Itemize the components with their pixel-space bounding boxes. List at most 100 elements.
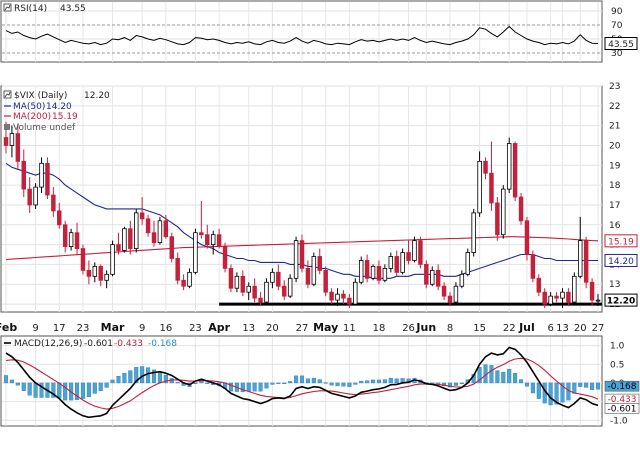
candle-body xyxy=(418,240,423,265)
macd-histogram-bar xyxy=(329,382,334,386)
candle-body xyxy=(370,266,376,279)
x-tick-label: Jun xyxy=(415,321,436,334)
price-tick-label: 19 xyxy=(609,161,621,171)
legend-volume-label: Volume undef xyxy=(13,123,76,133)
price-tick-label: 23 xyxy=(609,82,620,92)
macd-histogram-bar xyxy=(317,379,322,384)
macd-histogram-bar xyxy=(252,382,257,392)
macd-histogram-bar xyxy=(27,382,32,396)
candle-body xyxy=(299,240,305,269)
macd-histogram-bar xyxy=(63,382,68,401)
candle-body xyxy=(512,143,518,198)
rsi-tick-label: 30 xyxy=(611,49,623,59)
x-tick-label: 13 xyxy=(242,323,255,334)
macd-histogram-bar xyxy=(110,379,115,384)
candle-body xyxy=(424,264,429,285)
candle-body xyxy=(104,273,109,281)
candle-body xyxy=(45,162,50,196)
x-tick-label: Apr xyxy=(208,321,230,334)
x-tick-label: 18 xyxy=(373,323,386,334)
macd-histogram-bar xyxy=(507,368,512,384)
candle-body xyxy=(554,295,559,299)
macd-histogram-bar xyxy=(116,376,121,384)
macd-histogram-bar xyxy=(554,382,559,405)
candle-body xyxy=(495,202,500,236)
candle-body xyxy=(282,285,287,297)
candle-body xyxy=(80,248,86,271)
x-tick-label: 22 xyxy=(503,323,516,334)
macd-histogram-bar xyxy=(388,377,393,384)
macd-histogram-bar xyxy=(92,382,97,394)
x-tick-label: Mar xyxy=(101,321,125,334)
rsi-series xyxy=(5,25,599,46)
candle-body xyxy=(157,220,163,244)
candle-body xyxy=(228,267,234,289)
candle-body xyxy=(264,281,269,303)
candle-body xyxy=(566,291,571,303)
candle-body xyxy=(459,273,465,287)
price-badge-label: 14.20 xyxy=(608,257,634,267)
candle-body xyxy=(477,160,482,214)
macd-histogram-bar xyxy=(15,382,20,386)
candle-body xyxy=(388,256,394,269)
candle-body xyxy=(572,275,577,303)
candle-body xyxy=(15,133,21,162)
price-title-value: 12.20 xyxy=(84,91,110,101)
price-candles xyxy=(3,121,602,309)
candle-body xyxy=(86,269,92,277)
macd-histogram-bar xyxy=(495,370,500,384)
macd-badge-label: -0.433 xyxy=(607,395,636,405)
x-tick-label: 9 xyxy=(139,323,145,334)
price-tick-label: 20 xyxy=(609,141,621,151)
macd-histogram-bar xyxy=(104,382,109,388)
macd-histogram-bar xyxy=(270,382,275,385)
candle-body xyxy=(276,271,281,287)
candle-body xyxy=(57,210,62,226)
candle-body xyxy=(205,234,210,245)
candle-body xyxy=(139,212,145,220)
macd-histogram-bar xyxy=(353,382,358,385)
price-badge-label: 12.20 xyxy=(607,297,635,307)
candle-body xyxy=(560,291,565,299)
macd-header: MACD(12,26,9) -0.601 -0.433 -0.168 xyxy=(4,339,177,349)
candle-body xyxy=(68,232,74,247)
candle-body xyxy=(400,252,405,273)
candle-body xyxy=(27,188,32,206)
macd-histogram-bar xyxy=(347,382,352,387)
candle-body xyxy=(536,277,542,293)
candle-body xyxy=(489,172,494,204)
macd-histogram-bar xyxy=(365,380,370,384)
macd-histogram-bar xyxy=(246,382,251,392)
macd-histogram-bar xyxy=(536,382,541,399)
macd-histogram-bar xyxy=(335,382,340,387)
macd-label: MACD(12,26,9) xyxy=(14,339,82,349)
macd-value-3: -0.168 xyxy=(148,339,177,349)
macd-histogram-bar xyxy=(595,382,601,390)
price-badge xyxy=(604,253,638,267)
x-tick-label: 23 xyxy=(189,323,202,334)
x-tick-label: 15 xyxy=(473,323,486,334)
macd-histogram-bar xyxy=(311,377,316,384)
x-tick-label: 20 xyxy=(574,323,587,334)
macd-histogram-bar xyxy=(299,375,305,384)
x-tick-label: 17 xyxy=(53,323,66,334)
macd-histogram-bar xyxy=(140,366,145,384)
candle-body xyxy=(181,279,186,287)
macd-histogram-bar xyxy=(524,382,529,387)
candle-body xyxy=(583,240,589,283)
macd-histogram-bar xyxy=(276,382,281,384)
rsi-value: 43.55 xyxy=(60,4,86,14)
x-tick-label: 26 xyxy=(402,323,415,334)
x-tick-label: Feb xyxy=(0,321,17,334)
x-tick-label: 16 xyxy=(159,323,172,334)
candle-body xyxy=(501,188,506,236)
macd-histogram-bar xyxy=(359,380,364,384)
macd-histogram-bar xyxy=(175,381,180,384)
macd-histogram-bar xyxy=(151,369,157,384)
macd-histogram-bar xyxy=(80,382,85,399)
x-tick-label: Jul xyxy=(518,321,535,334)
macd-histogram-bar xyxy=(39,382,44,398)
candle-body xyxy=(258,297,263,303)
x-tick-label: 11 xyxy=(343,323,356,334)
rsi-badge-label: 43.55 xyxy=(608,40,634,50)
